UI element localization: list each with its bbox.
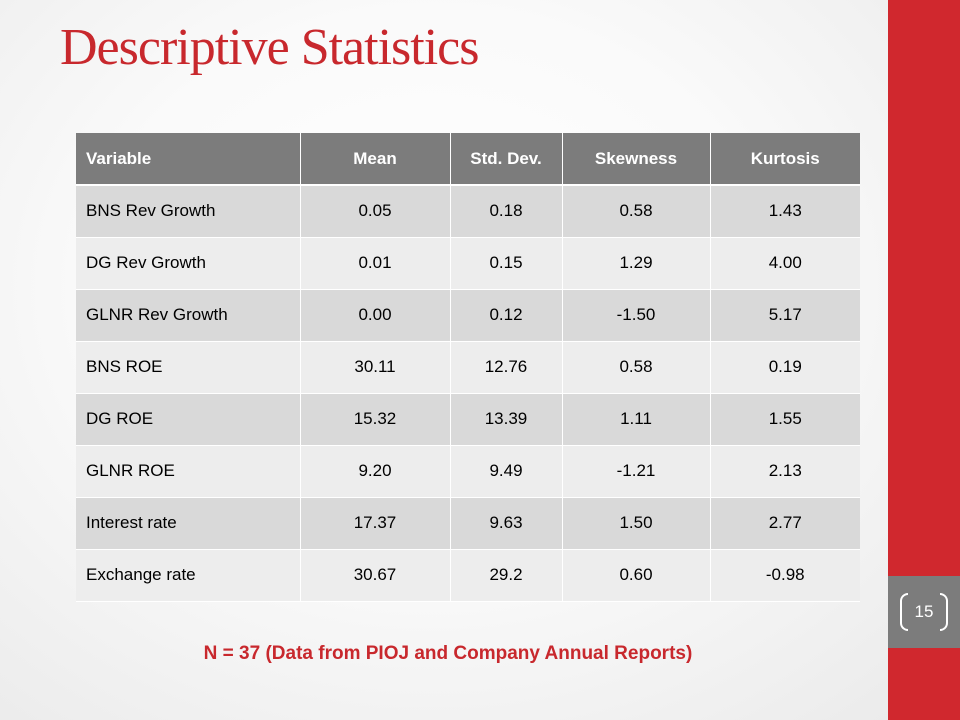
cell-skewness: -1.21 [562,445,711,498]
cell-mean: 17.37 [300,497,451,550]
cell-skewness: 0.60 [562,549,711,602]
column-header-mean: Mean [300,133,451,186]
cell-variable: Exchange rate [76,549,301,602]
cell-kurtosis: 1.43 [710,185,860,238]
cell-skewness: 1.29 [562,237,711,290]
cell-kurtosis: 4.00 [710,237,860,290]
left-bracket-icon [900,593,908,631]
table-row: BNS ROE 30.11 12.76 0.58 0.19 [76,341,860,394]
table-row: Interest rate 17.37 9.63 1.50 2.77 [76,497,860,550]
table-row: DG ROE 15.32 13.39 1.11 1.55 [76,393,860,446]
cell-mean: 0.01 [300,237,451,290]
cell-std-dev: 9.63 [450,497,563,550]
page-number-box: 15 [888,576,960,648]
cell-kurtosis: 2.77 [710,497,860,550]
cell-std-dev: 0.18 [450,185,563,238]
table-row: GLNR Rev Growth 0.00 0.12 -1.50 5.17 [76,289,860,342]
page-number: 15 [914,602,934,621]
cell-std-dev: 0.12 [450,289,563,342]
column-header-skewness: Skewness [562,133,711,186]
cell-mean: 9.20 [300,445,451,498]
table-header-row: Variable Mean Std. Dev. Skewness Kurtosi… [76,133,860,186]
footnote: N = 37 (Data from PIOJ and Company Annua… [203,643,693,664]
cell-mean: 0.00 [300,289,451,342]
cell-variable: GLNR Rev Growth [76,289,301,342]
cell-skewness: -1.50 [562,289,711,342]
table-row: DG Rev Growth 0.01 0.15 1.29 4.00 [76,237,860,290]
cell-kurtosis: 2.13 [710,445,860,498]
cell-std-dev: 12.76 [450,341,563,394]
cell-std-dev: 0.15 [450,237,563,290]
cell-variable: DG ROE [76,393,301,446]
cell-kurtosis: 5.17 [710,289,860,342]
cell-mean: 30.67 [300,549,451,602]
cell-variable: BNS Rev Growth [76,185,301,238]
cell-kurtosis: 1.55 [710,393,860,446]
cell-mean: 0.05 [300,185,451,238]
cell-kurtosis: 0.19 [710,341,860,394]
cell-mean: 30.11 [300,341,451,394]
table-row: BNS Rev Growth 0.05 0.18 0.58 1.43 [76,185,860,238]
slide-title: Descriptive Statistics [60,19,479,76]
cell-skewness: 0.58 [562,185,711,238]
cell-skewness: 1.11 [562,393,711,446]
table-row: Exchange rate 30.67 29.2 0.60 -0.98 [76,549,860,602]
cell-std-dev: 9.49 [450,445,563,498]
cell-skewness: 1.50 [562,497,711,550]
table-row: GLNR ROE 9.20 9.49 -1.21 2.13 [76,445,860,498]
cell-kurtosis: -0.98 [710,549,860,602]
cell-variable: BNS ROE [76,341,301,394]
cell-variable: DG Rev Growth [76,237,301,290]
column-header-std-dev: Std. Dev. [450,133,563,186]
cell-variable: Interest rate [76,497,301,550]
cell-std-dev: 13.39 [450,393,563,446]
descriptive-statistics-table: Variable Mean Std. Dev. Skewness Kurtosi… [76,133,860,602]
column-header-kurtosis: Kurtosis [710,133,860,186]
cell-skewness: 0.58 [562,341,711,394]
column-header-variable: Variable [76,133,301,186]
cell-mean: 15.32 [300,393,451,446]
cell-std-dev: 29.2 [450,549,563,602]
cell-variable: GLNR ROE [76,445,301,498]
